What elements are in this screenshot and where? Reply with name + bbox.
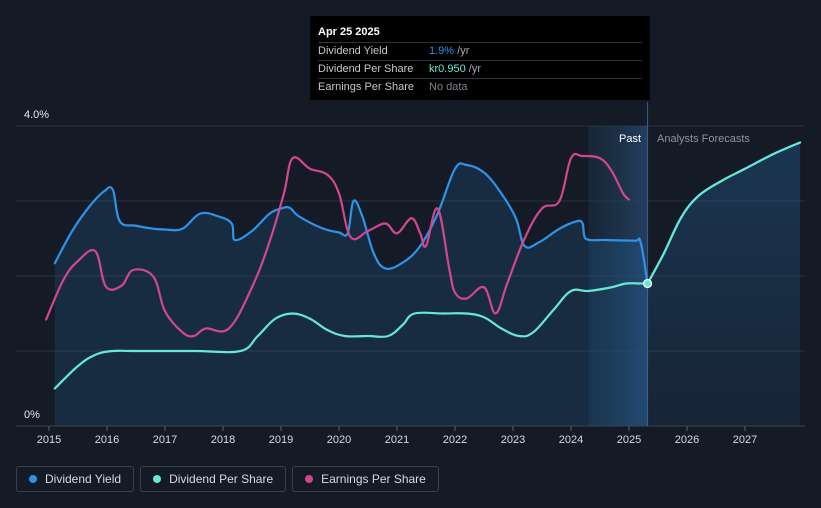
area-fills [54, 142, 801, 426]
legend: Dividend Yield Dividend Per Share Earnin… [16, 466, 439, 492]
x-tick-label: 2017 [153, 434, 177, 446]
tooltip-unit: /yr [465, 63, 481, 75]
tooltip-label: Dividend Per Share [318, 63, 414, 75]
legend-label: Dividend Yield [45, 472, 122, 486]
legend-dot-icon [29, 475, 37, 483]
legend-item-dividend-per-share[interactable]: Dividend Per Share [140, 466, 287, 492]
x-tick-label: 2024 [559, 434, 583, 446]
tooltip-value: 1.9% [429, 45, 455, 57]
series-line-dividend-yield [53, 162, 649, 285]
x-tick-label: 2021 [385, 434, 409, 446]
tooltip-unit: /yr [454, 45, 470, 57]
current-value-marker [642, 278, 653, 289]
x-tick-label: 2016 [95, 434, 119, 446]
legend-label: Dividend Per Share [169, 472, 274, 486]
legend-dot-icon [153, 475, 162, 483]
series-area-fill [647, 142, 801, 426]
past-highlight-band [588, 126, 648, 426]
tooltip-row-earnings-per-share: Earnings Per Share No data [318, 78, 642, 96]
x-tick-label: 2020 [327, 434, 351, 446]
x-tick-label: 2025 [617, 434, 641, 446]
past-highlight-region [588, 102, 649, 426]
legend-item-earnings-per-share[interactable]: Earnings Per Share [292, 466, 439, 492]
tooltip-label: Dividend Yield [318, 45, 388, 57]
legend-dot-icon [305, 475, 314, 483]
forecast-region-label: Analysts Forecasts [657, 133, 750, 145]
tooltip-value: kr0.950 [429, 63, 466, 75]
y-tick-label-top: 4.0% [24, 109, 49, 121]
x-tick-label: 2018 [211, 434, 235, 446]
tooltip-row-dividend-per-share: Dividend Per Share kr0.950 /yr [318, 60, 642, 78]
x-tick-label: 2023 [501, 434, 525, 446]
past-region-label: Past [619, 133, 641, 145]
x-tick-label: 2015 [37, 434, 61, 446]
tooltip-value: No data [429, 81, 468, 93]
x-tick-label: 2019 [269, 434, 293, 446]
x-tick-label: 2026 [675, 434, 699, 446]
tooltip-date: Apr 25 2025 [318, 26, 380, 38]
tooltip: Apr 25 2025 Dividend Yield 1.9% /yr Divi… [310, 16, 650, 100]
legend-label: Earnings Per Share [321, 472, 426, 486]
series-line-dividend-per-share [53, 282, 649, 390]
x-tick-label: 2022 [443, 434, 467, 446]
series-area-fill [54, 163, 648, 426]
series-line-earnings-per-share [45, 152, 631, 338]
series-lines [45, 141, 802, 390]
axes: 2015 2016 2017 2018 2019 2020 2021 2022 2023 2024… [37, 426, 757, 446]
series-line-dividend-per-share-forecast [646, 141, 802, 285]
legend-item-dividend-yield[interactable]: Dividend Yield [16, 466, 135, 492]
tooltip-row-dividend-yield: Dividend Yield 1.9% /yr [318, 42, 642, 60]
y-tick-label-bottom: 0% [24, 409, 40, 421]
tooltip-label: Earnings Per Share [318, 81, 414, 93]
x-tick-label: 2027 [733, 434, 757, 446]
